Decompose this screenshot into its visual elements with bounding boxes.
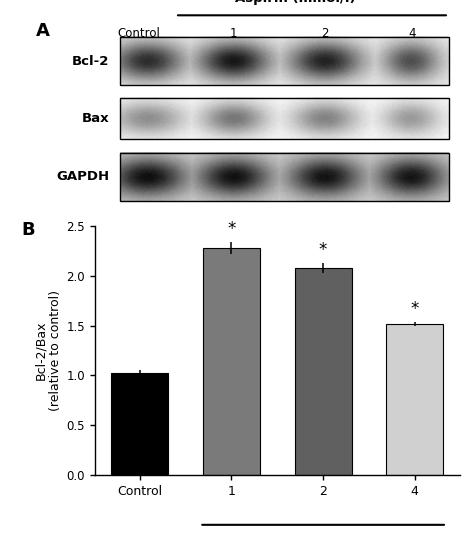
Text: Aspirin (mmol/l): Aspirin (mmol/l) <box>235 0 356 5</box>
Text: 4: 4 <box>409 27 416 39</box>
Bar <box>203 248 260 475</box>
Text: *: * <box>227 220 236 238</box>
Text: GAPDH: GAPDH <box>56 170 109 183</box>
Text: Bax: Bax <box>82 112 109 126</box>
Bar <box>120 37 449 85</box>
Text: 1: 1 <box>230 27 237 39</box>
Bar <box>120 98 449 139</box>
Text: Bcl-2: Bcl-2 <box>72 55 109 68</box>
Bar <box>386 324 443 475</box>
Bar <box>295 268 352 475</box>
Text: *: * <box>319 241 328 259</box>
Bar <box>111 373 168 475</box>
Y-axis label: Bcl-2/Bax
(relative to control): Bcl-2/Bax (relative to control) <box>34 290 62 411</box>
Text: A: A <box>36 22 50 40</box>
Text: *: * <box>410 300 419 318</box>
Text: 2: 2 <box>321 27 328 39</box>
Text: B: B <box>22 221 36 239</box>
Text: Control: Control <box>117 27 160 39</box>
Bar <box>120 152 449 201</box>
